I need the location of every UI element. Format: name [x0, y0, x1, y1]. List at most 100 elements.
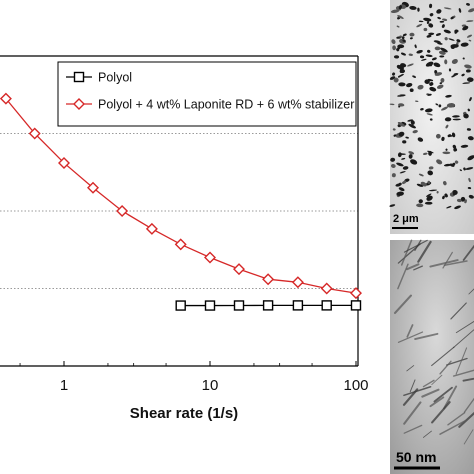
data-point: [204, 251, 216, 264]
sem-speck: [408, 154, 413, 159]
sem-speck: [460, 42, 469, 47]
sem-speck: [446, 205, 452, 209]
tem-platelet: [413, 265, 423, 271]
x-axis-ticks: 1 10 100: [19, 361, 369, 394]
legend-box: [57, 61, 357, 127]
series-line: [5, 98, 357, 294]
sem-speck: [468, 8, 474, 13]
sem-speck: [452, 118, 461, 121]
sem-speck: [466, 69, 471, 73]
sem-speck: [393, 134, 397, 137]
sem-speck: [442, 151, 451, 155]
data-point: [262, 273, 275, 286]
sem-speck: [407, 63, 414, 67]
sem-speck: [402, 166, 409, 170]
sem-speck: [433, 40, 441, 44]
scale-label-top: 2 μm: [393, 213, 419, 225]
sem-speck: [412, 75, 416, 78]
sem-speck: [396, 48, 400, 52]
tem-platelet: [422, 379, 435, 388]
tem-platelet: [446, 357, 468, 366]
sem-speck: [409, 37, 413, 40]
tem-platelet: [443, 385, 458, 410]
sem-speck: [433, 62, 441, 68]
series-layer: [0, 92, 362, 311]
sem-speck: [434, 46, 441, 51]
sem-speck: [468, 194, 474, 199]
sem-speck: [427, 49, 431, 53]
tem-platelet: [417, 240, 432, 263]
sem-speck: [397, 73, 404, 78]
x-axis-title: Shear rate (1/s): [130, 405, 238, 422]
sem-speck: [390, 163, 396, 168]
sem-speck: [422, 152, 428, 155]
tem-platelet: [429, 396, 445, 408]
legend-label: Polyol: [98, 71, 132, 85]
sem-speck: [436, 190, 439, 194]
sem-speck: [429, 86, 437, 92]
tem-platelet: [452, 329, 474, 349]
sem-speck: [393, 55, 400, 59]
sem-speck: [450, 44, 459, 48]
sem-speck: [397, 121, 406, 127]
sem-speck: [427, 93, 432, 96]
x-tick-label: 100: [343, 377, 368, 394]
sem-speck: [426, 113, 433, 116]
sem-speck: [434, 72, 443, 76]
sem-speck: [460, 144, 469, 148]
sem-speck: [441, 136, 445, 142]
sem-speck: [467, 155, 474, 161]
tem-platelet: [403, 385, 432, 397]
tem-platelet: [462, 377, 474, 382]
sem-speck: [461, 73, 465, 77]
data-point: [174, 238, 187, 251]
sem-speck: [400, 94, 403, 96]
sem-speck: [442, 195, 445, 200]
data-point: [116, 205, 129, 217]
sem-speck: [400, 52, 406, 56]
sem-speck: [436, 84, 444, 89]
sem-speck: [464, 199, 467, 204]
sem-speck: [409, 32, 415, 37]
sem-speck: [443, 29, 451, 34]
sem-speck: [397, 95, 402, 98]
data-point: [204, 300, 216, 311]
sem-speck: [443, 163, 452, 167]
sem-speck: [396, 162, 404, 167]
gridlines: [0, 133, 358, 289]
sem-speck: [396, 191, 404, 196]
sem-speck: [427, 180, 431, 184]
tem-platelet: [439, 360, 452, 375]
data-point: [262, 300, 274, 311]
sem-speck: [444, 37, 448, 41]
sem-speck: [468, 177, 471, 183]
sem-speck: [417, 137, 424, 142]
tem-platelet: [414, 332, 439, 341]
sem-speck: [438, 104, 442, 108]
data-point: [145, 222, 158, 235]
data-point: [28, 127, 41, 140]
sem-speck: [456, 198, 462, 203]
sem-speck: [410, 159, 418, 165]
sem-speck: [425, 54, 433, 57]
data-point: [233, 300, 245, 311]
tem-platelet: [397, 263, 409, 290]
sem-speck: [420, 108, 424, 111]
sem-speck: [466, 20, 474, 22]
legend: Polyol Polyol + 4 wt% Laponite RD + 6 wt%…: [57, 61, 357, 127]
sem-speck: [438, 50, 446, 55]
sem-speck: [456, 39, 461, 43]
tem-platelet: [423, 430, 432, 438]
sem-speck: [458, 8, 462, 13]
sem-speck: [417, 84, 424, 90]
sem-speck: [440, 77, 445, 83]
sem-speck: [436, 159, 443, 165]
tem-platelet: [406, 263, 420, 271]
sem-speck: [429, 189, 438, 192]
sem-speck: [442, 18, 448, 21]
sem-speck: [418, 20, 424, 23]
sem-speck: [443, 180, 447, 186]
sem-speck: [406, 82, 413, 88]
scale-label-bottom: 50 nm: [396, 449, 436, 465]
data-point: [175, 300, 186, 311]
